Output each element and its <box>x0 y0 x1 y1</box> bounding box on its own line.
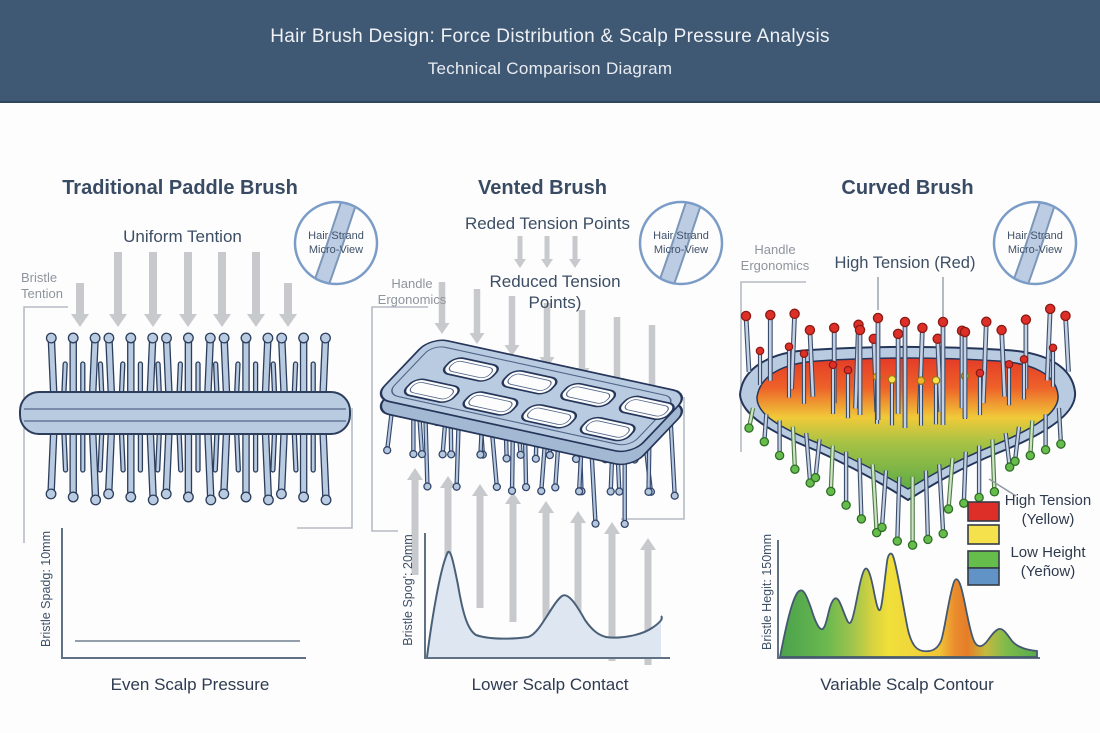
curved-title: Curved Brush <box>841 177 974 199</box>
vented-handle-label: Handle Ergonomics <box>377 276 447 307</box>
traditional-right-bracket <box>297 408 353 529</box>
legend-swatch-green <box>967 550 1000 569</box>
traditional-title: Traditional Paddle Brush <box>62 177 298 199</box>
curved-caption: Variable Scalp Contour <box>820 675 994 694</box>
traditional-paddle-body <box>19 391 351 435</box>
curved-down-bristles <box>744 407 1066 550</box>
micro-view-label-3: Hair Strand Micro-View <box>1007 230 1063 256</box>
vent-holes <box>403 357 675 442</box>
micro-view-label-2: Hair Strand Micro-View <box>653 230 709 256</box>
bristle-tension-label: Bristle Tention <box>21 270 63 301</box>
vented-right-bracket <box>621 397 685 520</box>
vented-paddle-face <box>379 339 683 453</box>
traditional-caption: Even Scalp Pressure <box>110 675 270 694</box>
high-tension-label: High Tension (Red) <box>834 254 976 272</box>
vented-handle-bracket <box>371 306 428 532</box>
reduced-tension-label: Reduced Tension Points) <box>489 272 621 312</box>
legend-leader-line <box>988 478 1017 497</box>
even-pressure-chart <box>61 528 306 659</box>
legend-swatch-red <box>967 501 1000 522</box>
legend-label-low-height: Low Height (Yeñow) <box>1010 544 1086 580</box>
uniform-tension-label: Uniform Tention <box>123 227 242 246</box>
legend-swatch-blue <box>967 567 1000 586</box>
micro-view-label-1: Hair Strand Micro-View <box>308 230 364 256</box>
page-subtitle: Technical Comparison Diagram <box>427 59 673 78</box>
vented-title: Vented Brush <box>478 177 607 199</box>
curved-axis-label: Bristle Hegit: 150mm <box>760 534 774 651</box>
bristle-tension-bracket <box>23 306 68 543</box>
legend-swatch-yellow <box>967 524 1000 545</box>
vented-panel-graphics <box>371 236 685 665</box>
contour-curve <box>778 552 1038 658</box>
variable-contour-chart <box>777 540 1040 659</box>
lower-contact-chart <box>424 533 670 659</box>
vented-axis-label: Bristle Spog': 20mm <box>401 534 415 646</box>
curved-handle-label: Handle Ergonomics <box>740 242 810 273</box>
tension-legend <box>967 478 1017 586</box>
page-title: Hair Brush Design: Force Distribution & … <box>270 26 830 47</box>
curved-panel-graphics <box>738 277 1077 659</box>
vented-caption: Lower Scalp Contact <box>471 675 629 694</box>
contact-curve <box>426 550 663 658</box>
reded-tension-label: Reded Tension Points <box>464 214 631 233</box>
traditional-axis-label: Bristle Spadg: 10mm <box>39 530 53 648</box>
vented-down-arrows <box>434 236 660 399</box>
traditional-panel-graphics <box>19 252 353 659</box>
legend-label-high-tension: High Tension (Yellow) <box>1004 492 1092 528</box>
header-band: Hair Brush Design: Force Distribution & … <box>0 0 1100 103</box>
curved-up-bristles <box>740 303 1071 428</box>
uniform-tension-arrows <box>71 252 297 327</box>
vented-up-arrows <box>407 468 656 665</box>
micro-view-circles <box>293 200 1078 286</box>
